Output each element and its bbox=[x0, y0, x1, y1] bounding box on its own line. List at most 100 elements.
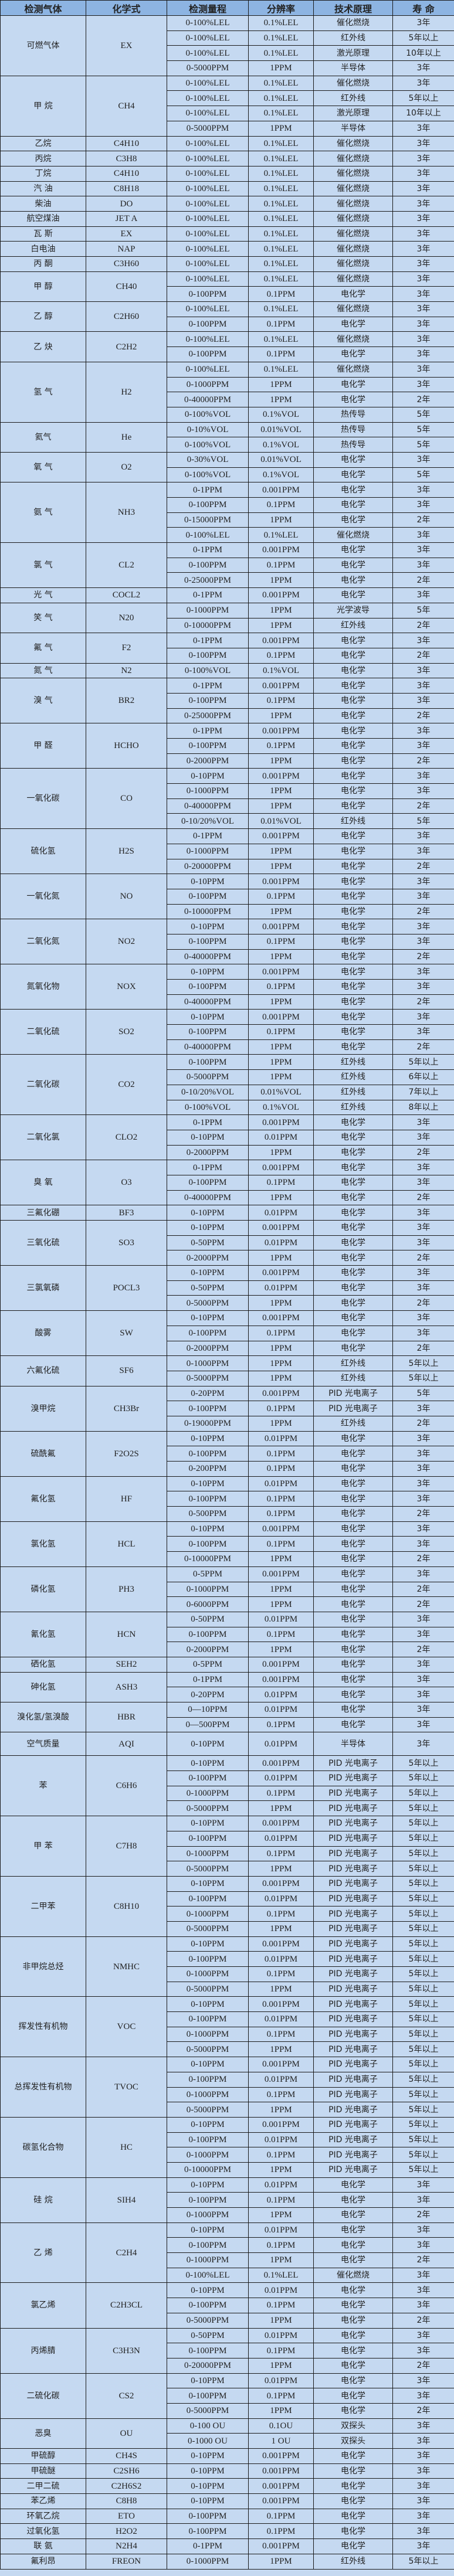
lifespan-cell: 2年 bbox=[392, 1642, 454, 1657]
lifespan-cell: 5年以上 bbox=[392, 2116, 454, 2133]
resolution-cell: 0.01PPM bbox=[248, 1280, 314, 1296]
range-cell: 0-10PPM bbox=[167, 1875, 249, 1892]
table-row: 丁烷 C4H10 0-100%LEL 0.1%LEL 催化燃烧 3年 bbox=[0, 165, 454, 182]
range-cell: 0-1PPM bbox=[167, 828, 249, 844]
formula-cell: VOC bbox=[86, 1996, 167, 2058]
lifespan-cell: 3年 bbox=[392, 301, 454, 317]
range-cell: 0—10PPM bbox=[167, 1702, 249, 1718]
technology-cell: 半导体 bbox=[313, 1732, 393, 1756]
table-row: 0-100%LEL 0.1%LEL 激光原理 10年以上 bbox=[1, 45, 454, 62]
table-row: 0-100PPM 0.1PPM 电化学 3年 bbox=[1, 557, 454, 573]
technology-cell: 电化学 bbox=[313, 2327, 393, 2344]
header-formula: 化学式 bbox=[86, 0, 167, 16]
resolution-cell: 1PPM bbox=[248, 949, 314, 965]
technology-cell: 电化学 bbox=[313, 1430, 393, 1447]
technology-cell: 电化学 bbox=[313, 316, 393, 332]
range-cell: 0-10PPM bbox=[167, 1521, 249, 1537]
technology-cell: 电化学 bbox=[313, 1144, 393, 1161]
lifespan-cell: 3年 bbox=[392, 2327, 454, 2344]
range-cell: 0-100PPM bbox=[167, 497, 249, 513]
resolution-cell: 0.001PPM bbox=[248, 828, 314, 844]
gas-name-cell: 三氟化硼 bbox=[0, 1205, 86, 1221]
technology-cell: 电化学 bbox=[313, 512, 393, 528]
range-cell: 0-20000PPM bbox=[167, 858, 249, 875]
table-row: 0-40000PPM 1PPM 电化学 2年 bbox=[1, 994, 454, 1010]
resolution-cell: 0.01PPM bbox=[248, 2327, 314, 2344]
table-row: 0-1000PPM 1PPM 电化学 2年 bbox=[1, 1581, 454, 1598]
technology-cell: 红外线 bbox=[313, 1084, 393, 1100]
technology-cell: PID 光电离子 bbox=[313, 2071, 393, 2088]
range-cell: 0-5000PPM bbox=[167, 1981, 249, 1997]
range-cell: 0-100%LEL bbox=[167, 135, 249, 152]
formula-cell: DO bbox=[86, 196, 167, 212]
table-row: 0-40000PPM 1PPM 电化学 2年 bbox=[1, 1190, 454, 1206]
table-row: 光 气 COCL2 0-1PPM 0.001PPM 电化学 3年 bbox=[0, 587, 454, 603]
technology-cell: PID 光电离子 bbox=[313, 1800, 393, 1817]
resolution-cell: 1 OU bbox=[248, 2433, 314, 2449]
technology-cell: PID 光电离子 bbox=[313, 1830, 393, 1847]
formula-cell: CO2 bbox=[86, 1054, 167, 1116]
formula-cell: AQI bbox=[86, 1732, 167, 1756]
range-cell: 0-100PPM bbox=[167, 979, 249, 995]
table-row: 联 氨 N2H4 0-1PPM 0.001PPM 电化学 3年 bbox=[0, 2538, 454, 2554]
resolution-cell: 0.1PPM bbox=[248, 2523, 314, 2540]
technology-cell: 电化学 bbox=[313, 1024, 393, 1040]
technology-cell: 电化学 bbox=[313, 1265, 393, 1281]
range-cell: 0-100PPM bbox=[167, 1626, 249, 1643]
resolution-cell: 0.1PPM bbox=[248, 316, 314, 332]
formula-cell: F2 bbox=[86, 633, 167, 664]
technology-cell: 电化学 bbox=[313, 2252, 393, 2268]
table-row: 0-100PPM 0.01PPM PID 光电离子 5年以上 bbox=[1, 1770, 454, 1786]
range-cell: 0-1PPM bbox=[167, 587, 249, 603]
lifespan-cell: 5年以上 bbox=[392, 1830, 454, 1847]
lifespan-cell: 5年以上 bbox=[392, 2102, 454, 2118]
table-row: 0-100PPM 0.1PPM 电化学 3年 bbox=[1, 346, 454, 362]
lifespan-cell: 3年 bbox=[392, 1009, 454, 1025]
table-row: 乙烷 C4H10 0-100%LEL 0.1%LEL 催化燃烧 3年 bbox=[0, 135, 454, 152]
table-row: 0-10/20%VOL 0.01%VOL 红外线 7年以上 bbox=[1, 1084, 454, 1100]
table-row: 甲硫醚 C2SH6 0-10PPM 0.001PPM 电化学 3年 bbox=[0, 2463, 454, 2479]
range-cell: 0-100PPM bbox=[167, 2298, 249, 2313]
range-cell: 0-10PPM bbox=[167, 2493, 249, 2509]
range-cell: 0-100PPM bbox=[167, 286, 249, 303]
technology-cell: 电化学 bbox=[313, 949, 393, 965]
table-row: 氟化氢 HF 0-10PPM 0.01PPM 电化学 3年 bbox=[0, 1476, 454, 1522]
gas-name-cell: 氟化氢 bbox=[0, 1476, 86, 1522]
technology-cell: 光学波导 bbox=[313, 602, 393, 618]
lifespan-cell: 2年 bbox=[392, 1190, 454, 1206]
resolution-cell: 0.01PPM bbox=[248, 1687, 314, 1702]
formula-cell: HCHO bbox=[86, 723, 167, 769]
table-row: 硫化氢 H2S 0-1PPM 0.001PPM 电化学 3年 bbox=[0, 828, 454, 875]
lifespan-cell: 3年 bbox=[392, 662, 454, 679]
range-cell: 0-1000PPM bbox=[167, 2026, 249, 2043]
gas-name-cell: 乙烷 bbox=[0, 135, 86, 152]
range-cell: 0-10PPM bbox=[167, 2373, 249, 2389]
lifespan-cell: 3年 bbox=[392, 692, 454, 709]
gas-name-cell: 硅 烷 bbox=[0, 2177, 86, 2223]
table-row: 0-100PPM 0.1PPM 电化学 3年 bbox=[1, 979, 454, 995]
table-row: 二氧化氯 CLO2 0-1PPM 0.001PPM 电化学 3年 bbox=[0, 1114, 454, 1161]
lifespan-cell: 3年 bbox=[392, 2192, 454, 2208]
resolution-cell: 0.01PPM bbox=[248, 1951, 314, 1967]
formula-cell: EX bbox=[86, 15, 167, 76]
gas-name-cell: 过氧化氢 bbox=[0, 2523, 86, 2540]
lifespan-cell: 3年 bbox=[392, 1566, 454, 1582]
lifespan-cell: 3年 bbox=[392, 2448, 454, 2464]
technology-cell: 电化学 bbox=[313, 964, 393, 980]
table-row: 0-5000PPM 1PPM 电化学 2年 bbox=[1, 2402, 454, 2419]
lifespan-cell: 7年以上 bbox=[392, 1084, 454, 1100]
technology-cell: 电化学 bbox=[313, 1039, 393, 1055]
range-cell: 0-10PPM bbox=[167, 2478, 249, 2495]
lifespan-cell: 3年 bbox=[392, 964, 454, 980]
table-row: 0-50PPM 0.01PPM 电化学 3年 bbox=[1, 1235, 454, 1251]
lifespan-cell: 3年 bbox=[392, 2222, 454, 2238]
resolution-cell: 0.001PPM bbox=[248, 919, 314, 934]
table-row: 恶臭 OU 0-100 OU 0.1OU 双探头 3年 bbox=[0, 2418, 454, 2449]
table-row: 磷化氢 PH3 0-5PPM 0.001PPM 电化学 3年 bbox=[0, 1566, 454, 1612]
resolution-cell: 0.1%LEL bbox=[248, 165, 314, 182]
range-cell: 0-100PPM bbox=[167, 2132, 249, 2148]
lifespan-cell: 3年 bbox=[392, 120, 454, 137]
gas-name-cell: 笑 气 bbox=[0, 602, 86, 634]
lifespan-cell: 3年 bbox=[392, 2463, 454, 2479]
table-row: 空气质量 AQI 0-10PPM 0.01PPM 半导体 3年 bbox=[0, 1732, 454, 1756]
